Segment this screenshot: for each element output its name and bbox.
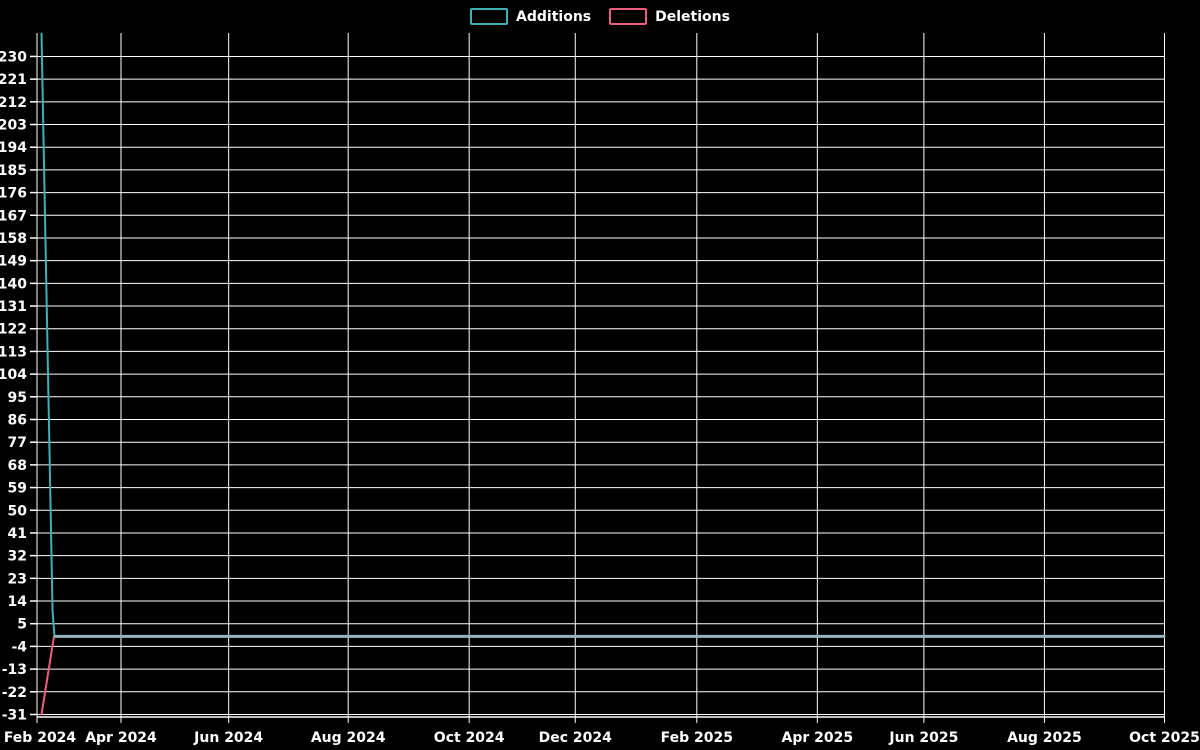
x-tick-label: Aug 2024 — [311, 730, 386, 746]
y-tick-label: 50 — [8, 503, 28, 519]
x-tick-label: Jun 2024 — [193, 730, 263, 746]
deletions-swatch-icon — [609, 8, 648, 25]
y-tick-label: 212 — [0, 95, 27, 111]
y-tick-label: 158 — [0, 231, 27, 247]
x-tick-label: Feb 2025 — [661, 730, 733, 746]
y-tick-label: 23 — [8, 571, 27, 587]
y-tick-label: 77 — [8, 435, 27, 451]
y-tick-label: -22 — [2, 685, 27, 701]
y-tick-label: 41 — [8, 526, 27, 542]
y-tick-label: 68 — [8, 458, 27, 474]
x-tick-label: Aug 2025 — [1007, 730, 1082, 746]
y-tick-label: 14 — [8, 594, 28, 610]
y-tick-label: 32 — [8, 549, 27, 565]
x-tick-label: Feb 2024 — [4, 730, 77, 746]
y-tick-label: 167 — [0, 208, 27, 224]
y-tick-label: 5 — [17, 617, 27, 633]
legend-item-deletions[interactable]: Deletions — [609, 8, 730, 25]
y-tick-label: 221 — [0, 72, 27, 88]
legend-label-additions: Additions — [516, 8, 592, 25]
y-tick-label: 131 — [0, 299, 27, 315]
y-tick-label: -13 — [2, 662, 27, 678]
x-tick-label: Jun 2025 — [888, 730, 958, 746]
y-tick-label: 185 — [0, 163, 27, 179]
y-tick-label: 113 — [0, 344, 27, 360]
x-tick-label: Apr 2025 — [782, 730, 854, 746]
series-line-deletions — [40, 635, 1166, 716]
x-tick-label: Oct 2024 — [434, 730, 505, 746]
legend-label-deletions: Deletions — [655, 8, 730, 25]
y-tick-label: -31 — [2, 707, 27, 723]
chart-legend: Additions Deletions — [0, 8, 1200, 25]
y-tick-label: 59 — [8, 481, 27, 497]
y-tick-label: 149 — [0, 254, 27, 270]
y-tick-label: 203 — [0, 118, 27, 134]
y-tick-label: 95 — [8, 390, 27, 406]
x-tick-label: Dec 2024 — [539, 730, 613, 746]
y-tick-label: 230 — [0, 49, 27, 65]
y-tick-label: 194 — [0, 140, 27, 156]
y-tick-label: -4 — [11, 639, 27, 655]
y-tick-label: 176 — [0, 186, 27, 202]
legend-item-additions[interactable]: Additions — [470, 8, 591, 25]
y-tick-label: 140 — [0, 276, 27, 292]
y-tick-label: 86 — [8, 412, 27, 428]
y-tick-label: 122 — [0, 322, 27, 338]
x-tick-label: Oct 2025 — [1129, 730, 1200, 746]
x-tick-label: Apr 2024 — [85, 730, 157, 746]
y-tick-label: 104 — [0, 367, 27, 383]
additions-swatch-icon — [470, 8, 509, 25]
